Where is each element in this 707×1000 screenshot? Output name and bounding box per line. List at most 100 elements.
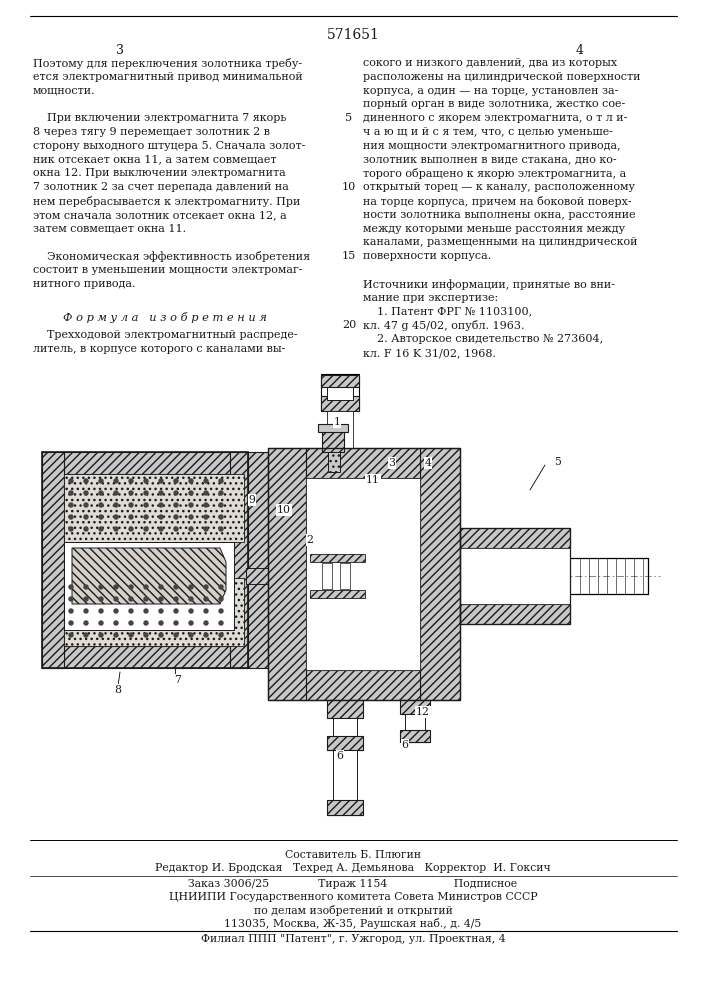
Bar (64, 578, 244, 646)
Text: 2. Авторское свидетельство № 273604,: 2. Авторское свидетельство № 273604, (363, 334, 603, 344)
Bar (230, 452, 248, 668)
Text: открытый торец — к каналу, расположенному: открытый торец — к каналу, расположенном… (363, 182, 635, 192)
Circle shape (84, 515, 88, 519)
Circle shape (144, 479, 148, 483)
Circle shape (114, 633, 118, 637)
Text: 8 через тягу 9 перемещает золотник 2 в: 8 через тягу 9 перемещает золотник 2 в (33, 127, 270, 137)
Circle shape (219, 515, 223, 519)
Text: 11: 11 (366, 475, 380, 485)
Text: состоит в уменьшении мощности электромаг-: состоит в уменьшении мощности электромаг… (33, 265, 303, 275)
Text: ч а ю щ и й с я тем, что, с целью уменьше-: ч а ю щ и й с я тем, что, с целью уменьш… (363, 127, 613, 137)
Circle shape (99, 479, 103, 483)
Bar (42, 452, 248, 668)
Circle shape (144, 527, 148, 531)
Circle shape (174, 479, 178, 483)
Circle shape (144, 503, 148, 507)
Circle shape (114, 609, 118, 613)
Circle shape (129, 479, 133, 483)
Circle shape (99, 621, 103, 625)
Text: торого обращено к якорю электромагнита, а: торого обращено к якорю электромагнита, … (363, 168, 626, 179)
Circle shape (204, 621, 208, 625)
Circle shape (144, 597, 148, 601)
Circle shape (84, 621, 88, 625)
Circle shape (189, 491, 193, 495)
Circle shape (174, 585, 178, 589)
Bar (322, 430, 344, 452)
Circle shape (129, 527, 133, 531)
Circle shape (69, 527, 73, 531)
Text: Экономическая эффективность изобретения: Экономическая эффективность изобретения (33, 251, 310, 262)
Circle shape (114, 527, 118, 531)
Circle shape (114, 585, 118, 589)
Circle shape (144, 515, 148, 519)
Bar (246, 568, 268, 584)
Circle shape (129, 621, 133, 625)
Text: литель, в корпусе которого с каналами вы-: литель, в корпусе которого с каналами вы… (33, 344, 286, 354)
Circle shape (219, 527, 223, 531)
Circle shape (114, 479, 118, 483)
Polygon shape (72, 548, 226, 604)
Circle shape (159, 597, 163, 601)
Circle shape (69, 597, 73, 601)
Circle shape (114, 503, 118, 507)
Circle shape (174, 527, 178, 531)
Circle shape (69, 585, 73, 589)
Text: между которыми меньше расстояния между: между которыми меньше расстояния между (363, 224, 625, 234)
Circle shape (69, 491, 73, 495)
Circle shape (129, 491, 133, 495)
Bar (333, 718, 357, 736)
Circle shape (189, 633, 193, 637)
Bar (327, 700, 363, 718)
Circle shape (219, 491, 223, 495)
Text: 10: 10 (277, 505, 291, 515)
Bar (42, 646, 248, 668)
Circle shape (204, 527, 208, 531)
Circle shape (204, 503, 208, 507)
Text: диненного с якорем электромагнита, о т л и-: диненного с якорем электромагнита, о т л… (363, 113, 627, 123)
Text: Поэтому для переключения золотника требу-: Поэтому для переключения золотника требу… (33, 58, 302, 69)
Text: 2: 2 (307, 535, 313, 545)
Text: 5: 5 (554, 457, 561, 467)
Circle shape (189, 503, 193, 507)
Circle shape (204, 515, 208, 519)
Text: мощности.: мощности. (33, 86, 95, 96)
Circle shape (129, 633, 133, 637)
Circle shape (144, 633, 148, 637)
Circle shape (114, 515, 118, 519)
Circle shape (69, 503, 73, 507)
Bar (42, 452, 248, 474)
Text: 113035, Москва, Ж-35, Раушская наб., д. 4/5: 113035, Москва, Ж-35, Раушская наб., д. … (224, 918, 481, 929)
Text: Ф о р м у л а   и з о б р е т е н и я: Ф о р м у л а и з о б р е т е н и я (63, 312, 267, 323)
Text: 5: 5 (346, 113, 353, 123)
Circle shape (174, 609, 178, 613)
Circle shape (159, 633, 163, 637)
Circle shape (129, 503, 133, 507)
Circle shape (159, 527, 163, 531)
Circle shape (84, 479, 88, 483)
Text: 1. Патент ФРГ № 1103100,: 1. Патент ФРГ № 1103100, (363, 306, 532, 316)
Bar (328, 452, 340, 472)
Circle shape (159, 491, 163, 495)
Circle shape (219, 585, 223, 589)
Text: порный орган в виде золотника, жестко сое-: порный орган в виде золотника, жестко со… (363, 99, 625, 109)
Bar (460, 604, 570, 624)
Bar (400, 730, 430, 742)
Bar (460, 528, 570, 624)
Circle shape (174, 491, 178, 495)
Text: 6: 6 (337, 751, 344, 761)
Bar (327, 385, 353, 400)
Circle shape (204, 609, 208, 613)
Circle shape (99, 585, 103, 589)
Circle shape (129, 609, 133, 613)
Circle shape (144, 585, 148, 589)
Circle shape (189, 585, 193, 589)
Circle shape (174, 597, 178, 601)
Bar (327, 411, 353, 448)
Text: Редактор И. Бродская   Техред А. Демьянова   Корректор  И. Гоксич: Редактор И. Бродская Техред А. Демьянова… (155, 863, 551, 873)
Circle shape (69, 609, 73, 613)
Circle shape (174, 515, 178, 519)
Circle shape (144, 491, 148, 495)
Circle shape (99, 491, 103, 495)
Text: 6: 6 (402, 740, 409, 750)
Text: Заказ 3006/25              Тираж 1154                   Подписное: Заказ 3006/25 Тираж 1154 Подписное (189, 879, 518, 889)
